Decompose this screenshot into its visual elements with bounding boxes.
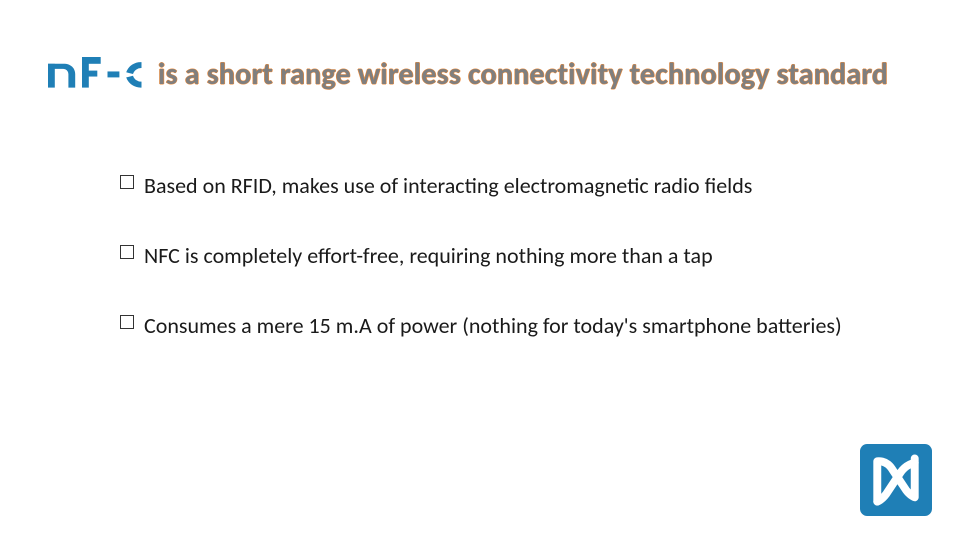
nfc-n-mark-icon bbox=[860, 444, 932, 516]
bullet-square-icon bbox=[120, 245, 134, 259]
list-item: Consumes a mere 15 m.A of power (nothing… bbox=[120, 305, 900, 347]
slide-header: is a short range wireless connectivity t… bbox=[48, 54, 930, 94]
nfc-logo-icon bbox=[48, 54, 150, 94]
list-item: NFC is completely effort-free, requiring… bbox=[120, 235, 900, 277]
bullet-square-icon bbox=[120, 315, 134, 329]
bullet-text: Based on RFID, makes use of interacting … bbox=[144, 165, 752, 207]
bullet-text: Consumes a mere 15 m.A of power (nothing… bbox=[144, 305, 842, 347]
slide: is a short range wireless connectivity t… bbox=[0, 0, 960, 540]
bullet-text: NFC is completely effort-free, requiring… bbox=[144, 235, 713, 277]
list-item: Based on RFID, makes use of interacting … bbox=[120, 165, 900, 207]
bullet-square-icon bbox=[120, 175, 134, 189]
slide-title: is a short range wireless connectivity t… bbox=[158, 56, 888, 93]
bullet-list: Based on RFID, makes use of interacting … bbox=[120, 165, 900, 346]
